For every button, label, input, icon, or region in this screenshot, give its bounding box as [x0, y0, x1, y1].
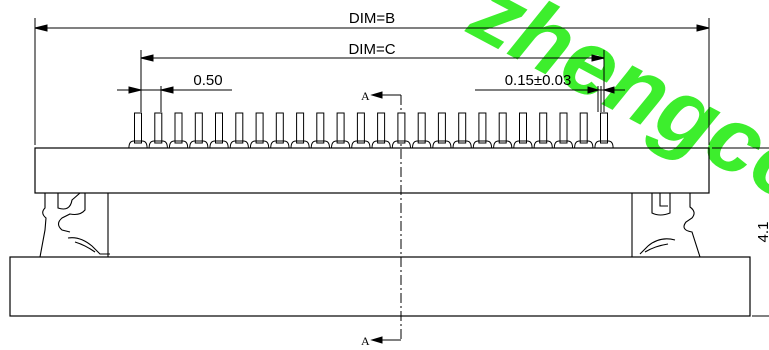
pin [235, 112, 244, 144]
pin [559, 112, 568, 144]
section-bottom-arrow [370, 336, 383, 344]
dim-pin-width-label: 0.15±0.03 [505, 72, 572, 89]
pin [215, 112, 223, 144]
pin-foot [452, 140, 472, 149]
pin-foot [189, 140, 209, 149]
pin [519, 112, 527, 144]
right-latch [631, 193, 701, 258]
watermark-text: zhengco [454, 0, 769, 224]
pin [174, 112, 183, 144]
pin [579, 112, 588, 144]
section-line [370, 91, 402, 344]
dim-pin-width-arrow-right [602, 86, 615, 94]
dim-c [140, 50, 605, 112]
pin-foot [553, 140, 574, 149]
pin [194, 112, 203, 144]
dim-c-arrow-left [140, 54, 154, 62]
dim-height-label: 4.1 [755, 222, 769, 243]
section-marker-top: A [361, 89, 370, 103]
dim-b [34, 18, 710, 145]
pin [255, 112, 264, 144]
dim-pitch-arrow-right [160, 86, 174, 94]
dim-b-arrow-left [34, 24, 48, 32]
watermark: zhengco [454, 0, 769, 224]
left-latch [39, 192, 110, 258]
pin-foot [493, 140, 513, 149]
pin [356, 112, 365, 144]
dim-pin-width-arrow-left [587, 86, 600, 94]
pin-foot [574, 140, 594, 149]
pin [437, 112, 446, 144]
pin [417, 112, 426, 144]
pin-foot [432, 140, 452, 149]
base-plate [9, 256, 751, 317]
dim-pitch [117, 86, 232, 112]
pin-foot [594, 140, 614, 149]
section-marker-bottom: A [361, 334, 370, 348]
dim-b-arrow-right [696, 24, 710, 32]
pin-foot [229, 140, 249, 149]
pin [377, 112, 386, 144]
pin-foot [168, 140, 189, 149]
pin-foot [128, 140, 148, 149]
pin [539, 112, 548, 144]
pin-foot [513, 140, 533, 149]
dim-c-label: DIM=C [348, 41, 395, 58]
dim-pitch-arrow-left [128, 86, 142, 94]
pin [296, 112, 305, 144]
dim-c-arrow-right [591, 54, 605, 62]
pin [154, 112, 163, 144]
pin [478, 112, 487, 144]
pin-foot [209, 140, 229, 149]
pin-foot [290, 140, 310, 149]
pin-foot [148, 140, 168, 149]
dim-pin-width [475, 86, 625, 112]
pin-foot [249, 140, 270, 149]
pin-foot [472, 140, 493, 149]
pin-foot [412, 140, 432, 149]
dim-pitch-label: 0.50 [193, 72, 222, 89]
pin [316, 112, 325, 144]
section-top-arrow [370, 91, 383, 99]
pin [336, 112, 345, 144]
pin [397, 112, 406, 144]
pin [498, 112, 507, 144]
pin [458, 112, 467, 144]
pin-foot [351, 140, 371, 149]
pin [600, 112, 608, 144]
pin [275, 112, 284, 144]
pin-foot [331, 140, 351, 149]
pin-row [128, 112, 614, 149]
dim-b-label: DIM=B [349, 10, 395, 27]
pin-foot [270, 140, 290, 149]
pin-foot [310, 140, 330, 149]
pin [134, 112, 142, 144]
pin-foot [391, 140, 411, 149]
dim-height [712, 147, 769, 317]
pin-foot [371, 140, 391, 149]
pin-foot [533, 140, 553, 149]
upper-housing [34, 147, 710, 194]
